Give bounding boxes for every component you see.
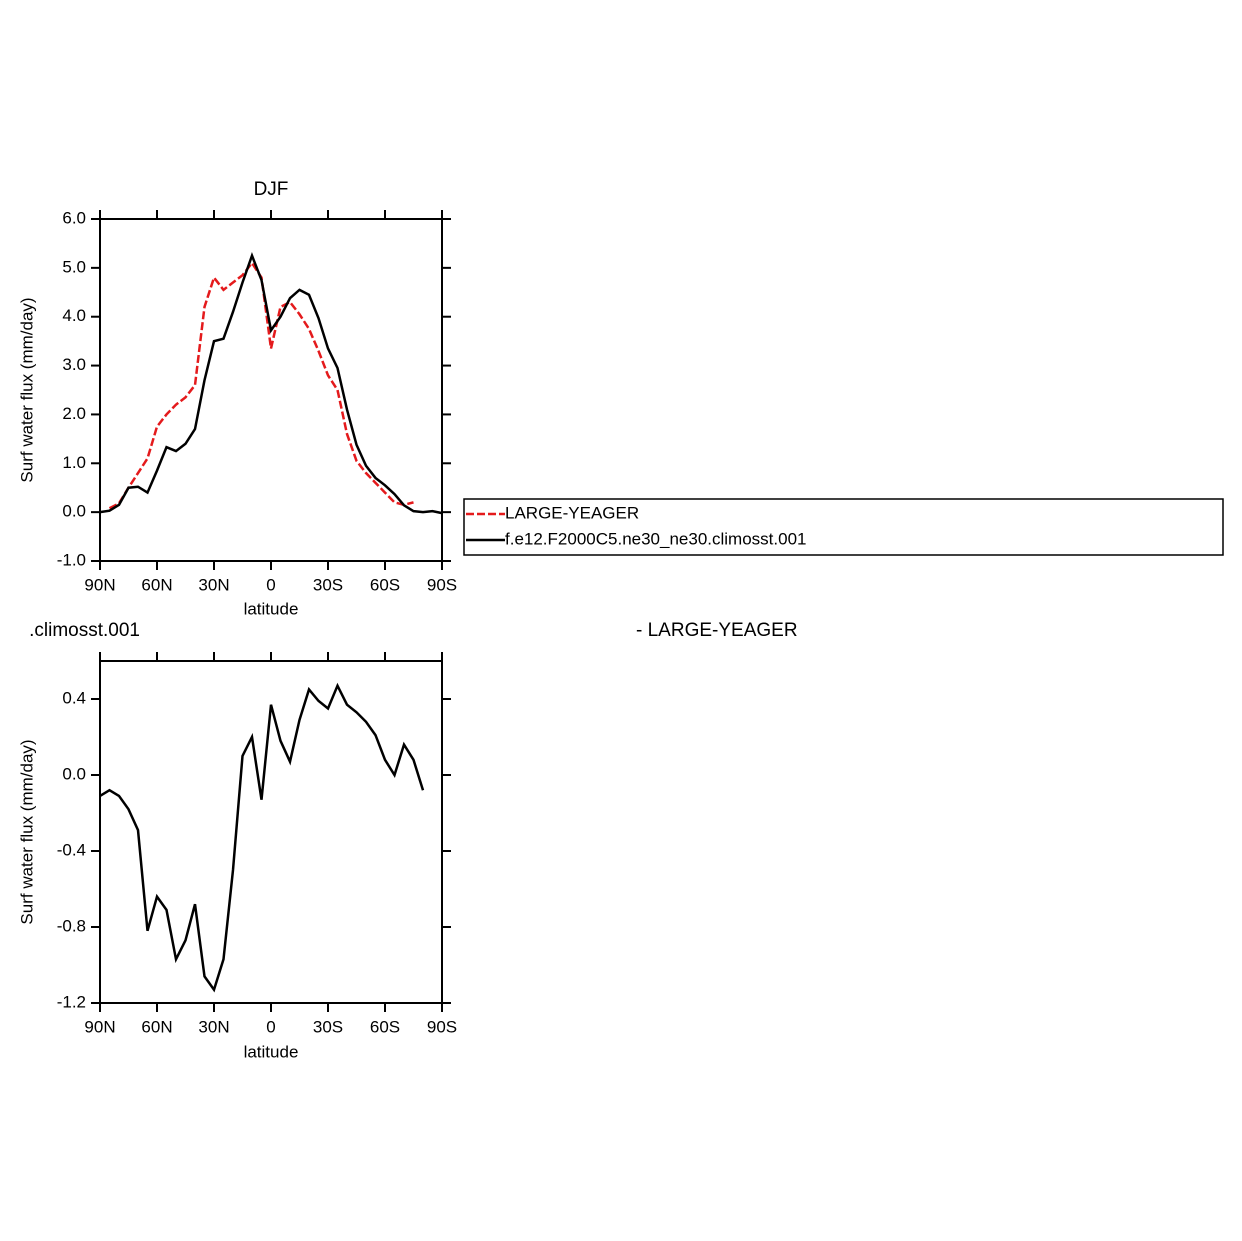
- y-tick-label: 0.0: [62, 502, 86, 521]
- y-tick-label: -0.8: [57, 916, 86, 935]
- x-tick-label: 0: [266, 575, 275, 594]
- x-tick-label: 60N: [141, 1017, 172, 1036]
- data-line: [99, 252, 443, 515]
- x-tick-label: 90S: [427, 575, 457, 594]
- x-tick-label: 60S: [370, 1017, 400, 1036]
- x-tick-label: 30S: [313, 1017, 343, 1036]
- y-tick-label: 4.0: [62, 306, 86, 325]
- y-tick-label: 1.0: [62, 453, 86, 472]
- y-tick-label: -0.4: [57, 840, 86, 859]
- x-tick-label: 60S: [370, 575, 400, 594]
- x-axis-label: latitude: [244, 1042, 299, 1061]
- x-tick-label: 60N: [141, 575, 172, 594]
- legend-label: LARGE-YEAGER: [505, 503, 639, 522]
- plot-frame: [99, 218, 443, 562]
- y-tick-label: 3.0: [62, 355, 86, 374]
- x-tick-label: 90S: [427, 1017, 457, 1036]
- y-axis-label: Surf water flux (mm/day): [17, 297, 36, 482]
- legend-box: [463, 498, 1224, 556]
- x-tick-label: 30S: [313, 575, 343, 594]
- y-tick-label: 2.0: [62, 404, 86, 423]
- chart-title: .climosst.001: [29, 620, 140, 641]
- y-tick-label: 5.0: [62, 257, 86, 276]
- y-tick-label: -1.2: [57, 992, 86, 1011]
- y-tick-label: 0.0: [62, 764, 86, 783]
- x-tick-label: 0: [266, 1017, 275, 1036]
- data-line: [99, 682, 425, 993]
- y-tick-label: 0.4: [62, 688, 86, 707]
- x-tick-label: 90N: [84, 575, 115, 594]
- chart-title: - LARGE-YEAGER: [636, 620, 798, 641]
- x-axis-label: latitude: [244, 599, 299, 618]
- legend-label: f.e12.F2000C5.ne30_ne30.climosst.001: [505, 529, 806, 548]
- y-tick-label: -1.0: [57, 550, 86, 569]
- x-tick-label: 30N: [198, 1017, 229, 1036]
- data-line: [108, 260, 414, 510]
- y-axis-label: Surf water flux (mm/day): [17, 739, 36, 924]
- chart-title: DJF: [254, 179, 289, 200]
- x-tick-label: 30N: [198, 575, 229, 594]
- y-tick-label: 6.0: [62, 208, 86, 227]
- x-tick-label: 90N: [84, 1017, 115, 1036]
